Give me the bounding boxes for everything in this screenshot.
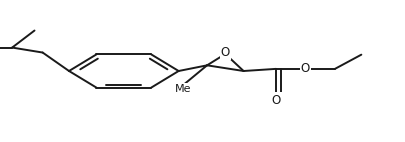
Text: O: O xyxy=(271,94,280,107)
Text: O: O xyxy=(220,46,229,59)
Text: O: O xyxy=(300,62,309,75)
Text: Me: Me xyxy=(174,84,190,94)
